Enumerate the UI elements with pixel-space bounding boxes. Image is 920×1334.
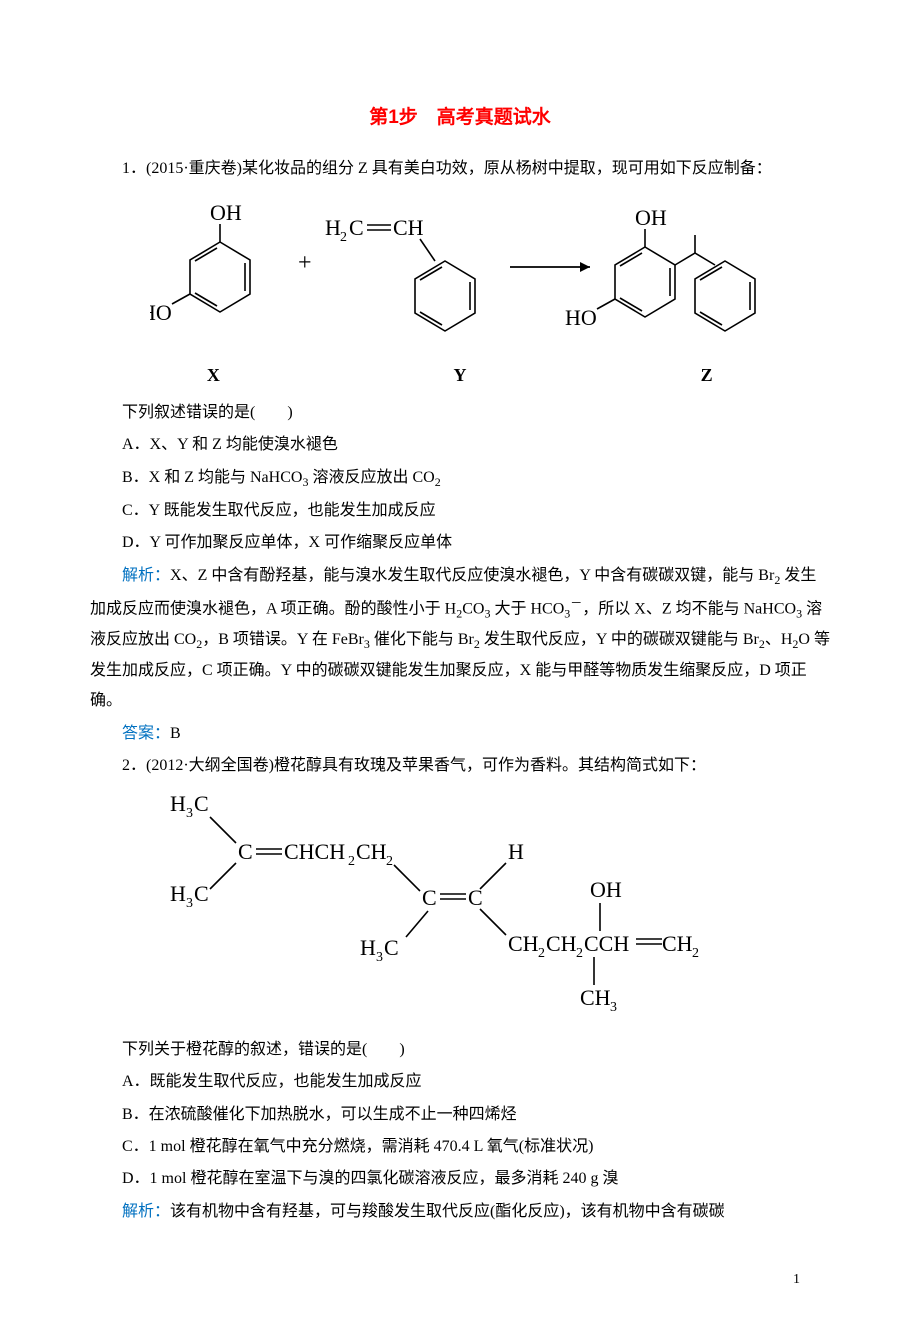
q1-optC: C．Y 既能发生取代反应，也能发生加成反应	[90, 496, 830, 526]
svg-text:2: 2	[576, 946, 583, 961]
section-title: 第1步 高考真题试水	[90, 100, 830, 136]
svg-text:C: C	[349, 215, 364, 240]
q2-prompt: 下列关于橙花醇的叙述，错误的是( )	[90, 1035, 830, 1065]
q2-optA: A．既能发生取代反应，也能发生加成反应	[90, 1067, 830, 1097]
svg-text:2: 2	[340, 230, 347, 245]
svg-text:H: H	[170, 881, 186, 906]
svg-text:2: 2	[692, 946, 699, 961]
svg-text:C: C	[422, 885, 437, 910]
q2-optC: C．1 mol 橙花醇在氧气中充分燃烧，需消耗 470.4 L 氧气(标准状况)	[90, 1132, 830, 1162]
q2-analysis: 解析：该有机物中含有羟基，可与羧酸发生取代反应(酯化反应)，该有机物中含有碳碳	[90, 1197, 830, 1227]
svg-text:3: 3	[186, 896, 193, 911]
q2-stem: 2．(2012·大纲全国卷)橙花醇具有玫瑰及苹果香气，可作为香料。其结构简式如下…	[90, 751, 830, 781]
plus-sign: +	[298, 250, 312, 276]
svg-text:CHCH: CHCH	[284, 839, 345, 864]
q1-optA: A．X、Y 和 Z 均能使溴水褪色	[90, 430, 830, 460]
q2-structure-figure: H3C H3C C CHCH2CH2 C C H H3C CH2CH2 CCH …	[90, 789, 830, 1030]
reaction-arrow	[510, 262, 590, 272]
svg-text:2: 2	[348, 854, 355, 869]
analysis-label: 解析：	[122, 567, 170, 584]
svg-text:C: C	[384, 935, 399, 960]
q2-optD: D．1 mol 橙花醇在室温下与溴的四氯化碳溶液反应，最多消耗 240 g 溴	[90, 1164, 830, 1194]
answer-label: 答案：	[122, 725, 170, 742]
svg-text:H: H	[325, 215, 341, 240]
label-x: X	[91, 358, 335, 392]
svg-text:3: 3	[610, 1000, 617, 1015]
q1-analysis: 解析：X、Z 中含有酚羟基，能与溴水发生取代反应使溴水褪色，Y 中含有碳碳双键，…	[90, 561, 830, 717]
q1-answer: 答案：B	[90, 719, 830, 749]
analysis-label-2: 解析：	[122, 1203, 170, 1220]
svg-text:CH: CH	[508, 931, 539, 956]
svg-text:H: H	[170, 791, 186, 816]
svg-text:OH: OH	[590, 877, 622, 902]
q1-reaction-figure: OH HO + H 2 C CH OH HO	[90, 192, 830, 353]
svg-text:C: C	[238, 839, 253, 864]
svg-text:H: H	[360, 935, 376, 960]
svg-text:CH: CH	[393, 215, 424, 240]
svg-text:3: 3	[186, 806, 193, 821]
svg-text:HO: HO	[565, 305, 597, 330]
svg-text:CCH: CCH	[584, 931, 629, 956]
q1-optB: B．X 和 Z 均能与 NaHCO3 溶液反应放出 CO2	[90, 463, 830, 494]
svg-text:CH: CH	[546, 931, 577, 956]
svg-text:2: 2	[538, 946, 545, 961]
svg-text:C: C	[194, 791, 209, 816]
q1-prompt: 下列叙述错误的是( )	[90, 398, 830, 428]
svg-text:CH: CH	[580, 985, 611, 1010]
q2-optB: B．在浓硫酸催化下加热脱水，可以生成不止一种四烯烃	[90, 1100, 830, 1130]
q1-optD: D．Y 可作加聚反应单体，X 可作缩聚反应单体	[90, 528, 830, 558]
svg-text:H: H	[508, 839, 524, 864]
q1-stem: 1．(2015·重庆卷)某化妆品的组分 Z 具有美白功效，原从杨树中提取，现可用…	[90, 154, 830, 184]
label-y: Y	[338, 358, 582, 392]
svg-text:C: C	[194, 881, 209, 906]
svg-text:3: 3	[376, 950, 383, 965]
q1-figure-labels: X Y Z	[90, 358, 830, 392]
label-z: Z	[585, 358, 829, 392]
svg-text:OH: OH	[635, 205, 667, 230]
svg-text:HO: HO	[150, 300, 172, 325]
svg-text:CH: CH	[356, 839, 387, 864]
svg-text:2: 2	[386, 854, 393, 869]
svg-text:CH: CH	[662, 931, 693, 956]
page-number: 1	[90, 1267, 830, 1294]
svg-text:OH: OH	[210, 200, 242, 225]
